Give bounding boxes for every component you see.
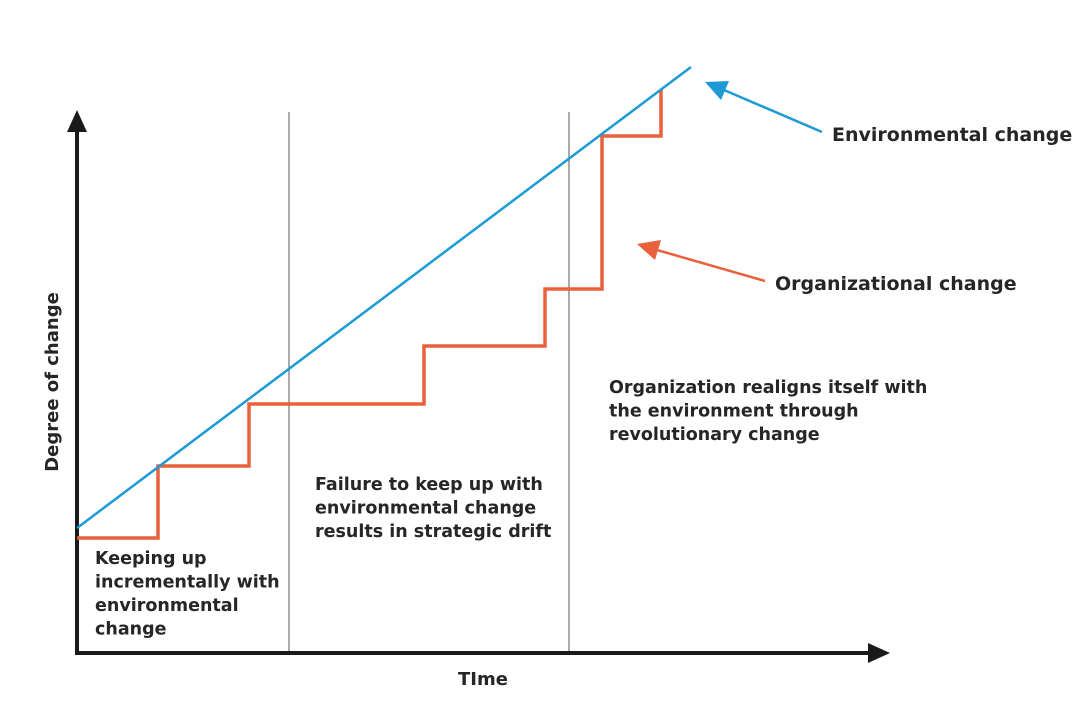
region-3-line: the environment through <box>609 402 859 422</box>
organizational-change-line <box>77 90 663 540</box>
x-axis <box>75 643 890 663</box>
region-2-line: results in strategic drift <box>315 522 551 542</box>
organizational-change-label: Organizational change <box>775 273 1017 295</box>
environmental-change-line <box>76 66 692 529</box>
x-axis-arrowhead <box>868 643 890 663</box>
environmental-arrowhead <box>705 81 729 100</box>
region-1-line: Keeping up <box>95 549 207 569</box>
environmental-callout: Environmental change <box>705 81 1072 146</box>
y-axis <box>67 110 87 653</box>
x-axis-title: TIme <box>458 669 508 690</box>
organizational-callout: Organizational change <box>637 240 1017 295</box>
y-axis-title: Degree of change <box>42 292 63 472</box>
region-3-line: revolutionary change <box>609 425 820 445</box>
y-axis-arrowhead <box>67 110 87 132</box>
environmental-change-label: Environmental change <box>832 124 1072 146</box>
region-3-text: Organization realigns itself with the en… <box>609 378 933 445</box>
region-1-line: change <box>95 620 167 640</box>
organizational-arrowhead <box>637 240 661 260</box>
region-3-line: Organization realigns itself with <box>609 378 927 398</box>
environmental-callout-arrow <box>723 88 823 134</box>
region-2-line: Failure to keep up with <box>315 475 543 495</box>
region-2-line: environmental change <box>315 499 536 519</box>
region-1-line: environmental <box>95 596 239 616</box>
organizational-callout-arrow <box>656 248 766 283</box>
region-1-text: Keeping up incrementally with environmen… <box>95 549 286 640</box>
region-2-text: Failure to keep up with environmental ch… <box>315 475 551 542</box>
region-1-line: incrementally with <box>95 573 280 593</box>
